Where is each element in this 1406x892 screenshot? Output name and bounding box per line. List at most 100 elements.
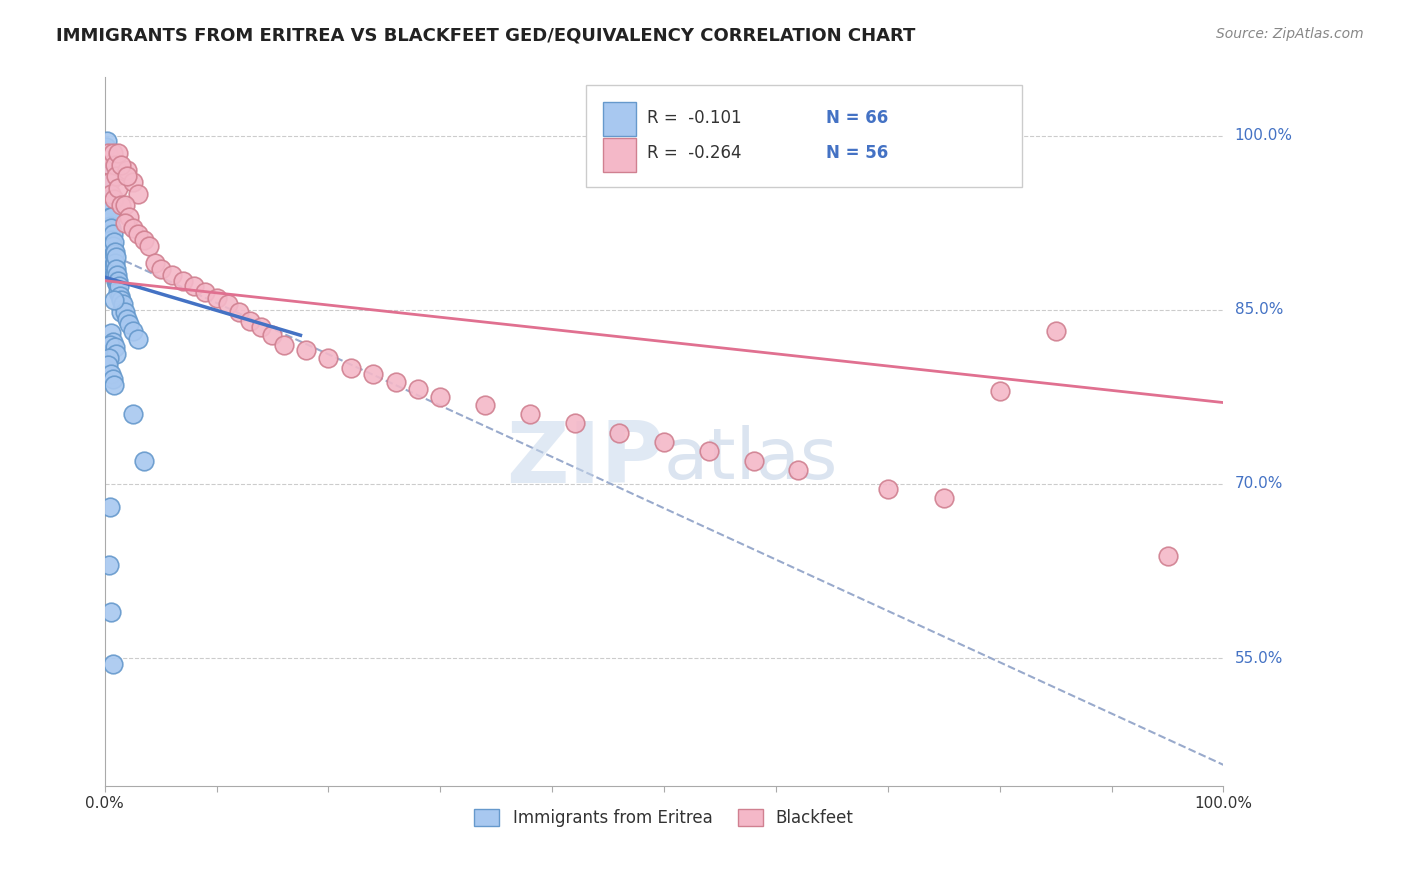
Point (107, 180, 129, 194)
Point (118, 210, 141, 224)
Point (132, 453, 155, 467)
Point (101, 251, 124, 265)
Point (110, 293, 132, 308)
Point (118, 317, 141, 331)
Point (295, 343, 318, 358)
Point (110, 157, 132, 171)
Point (101, 227, 124, 242)
Point (101, 657, 124, 671)
Point (98, 227, 121, 242)
Point (114, 198, 136, 212)
Text: 85.0%: 85.0% (1234, 302, 1282, 318)
Point (250, 320, 273, 334)
Point (98, 219, 121, 233)
Point (132, 233, 155, 247)
Point (104, 244, 127, 259)
Point (103, 378, 125, 392)
Text: atlas: atlas (664, 425, 838, 494)
Point (361, 367, 384, 381)
Text: N = 66: N = 66 (827, 109, 889, 127)
Point (100, 244, 122, 259)
Text: 55.0%: 55.0% (1234, 650, 1282, 665)
Point (104, 347, 127, 361)
Point (110, 198, 132, 212)
Point (121, 324, 143, 338)
Point (406, 382, 429, 396)
Point (103, 247, 125, 261)
Point (98, 175, 121, 189)
Text: 100.0%: 100.0% (1234, 128, 1292, 143)
Point (115, 163, 138, 178)
Point (652, 435, 675, 450)
Point (1045, 324, 1067, 338)
Point (110, 289, 132, 303)
Bar (603, 137, 636, 171)
Point (127, 186, 149, 201)
Point (262, 328, 284, 343)
Point (103, 259, 125, 273)
Point (932, 491, 955, 505)
Point (149, 262, 172, 277)
Point (115, 169, 138, 183)
Point (94, 140, 117, 154)
Point (101, 145, 124, 160)
Point (100, 367, 122, 381)
Point (474, 398, 496, 412)
Point (172, 274, 194, 288)
Point (97, 145, 120, 160)
Point (94, 157, 117, 171)
Point (98, 233, 121, 247)
Point (98, 351, 121, 366)
Point (429, 390, 451, 404)
Point (988, 384, 1011, 398)
Point (697, 444, 720, 458)
Point (340, 360, 363, 375)
Point (183, 279, 205, 293)
Point (111, 297, 134, 311)
Point (114, 216, 136, 230)
Point (205, 291, 228, 305)
Text: N = 56: N = 56 (827, 145, 889, 162)
Point (110, 305, 132, 319)
Point (108, 279, 131, 293)
Text: R =  -0.101: R = -0.101 (647, 109, 742, 127)
Point (103, 193, 125, 207)
Text: ZIP: ZIP (506, 418, 664, 501)
Point (104, 340, 127, 354)
Point (107, 285, 129, 300)
Point (103, 293, 125, 308)
Text: R =  -0.264: R = -0.264 (647, 145, 742, 162)
Point (100, 605, 122, 619)
Point (105, 268, 128, 282)
FancyBboxPatch shape (586, 85, 1022, 187)
Point (98, 337, 121, 351)
Point (114, 305, 136, 319)
Point (100, 186, 122, 201)
Point (98, 221, 121, 235)
Point (876, 482, 898, 496)
Point (607, 425, 630, 440)
Text: Source: ZipAtlas.com: Source: ZipAtlas.com (1216, 27, 1364, 41)
Point (318, 351, 340, 366)
Point (101, 335, 124, 350)
Point (100, 233, 122, 247)
Point (104, 251, 127, 265)
Point (97, 204, 120, 219)
Point (107, 274, 129, 288)
Point (105, 277, 128, 292)
Point (100, 326, 122, 340)
Point (104, 262, 127, 277)
Point (101, 239, 124, 253)
Point (217, 297, 239, 311)
Point (98, 210, 121, 224)
Point (100, 210, 122, 224)
Point (97, 186, 120, 201)
Point (384, 375, 406, 389)
Point (564, 417, 586, 431)
Point (194, 285, 217, 300)
Legend: Immigrants from Eritrea, Blackfeet: Immigrants from Eritrea, Blackfeet (468, 803, 860, 834)
Point (742, 453, 765, 467)
Point (100, 251, 122, 265)
Point (273, 337, 295, 351)
Point (121, 175, 143, 189)
